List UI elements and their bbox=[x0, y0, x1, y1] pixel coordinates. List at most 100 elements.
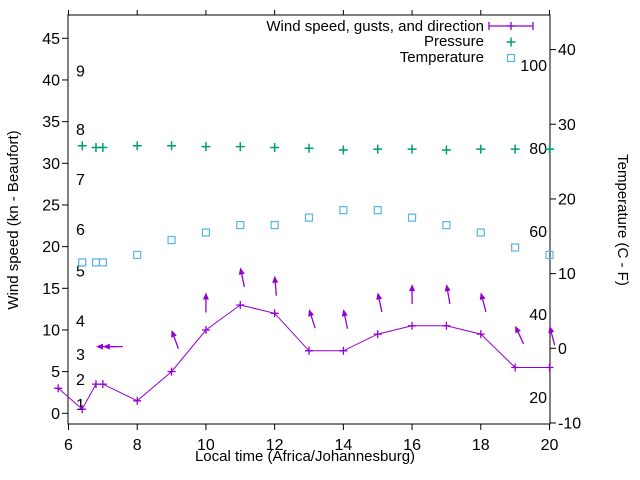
wind-point bbox=[91, 380, 100, 389]
x-tick-label: 20 bbox=[541, 437, 559, 454]
right-tick-label: 40 bbox=[558, 42, 576, 59]
gust-arrow-head bbox=[272, 275, 279, 284]
pressure-point bbox=[132, 141, 142, 151]
x-tick-label: 18 bbox=[472, 437, 490, 454]
right-tick-label: 0 bbox=[558, 341, 567, 358]
gust-arrow-head bbox=[515, 325, 521, 334]
fahrenheit-label: 80 bbox=[529, 141, 547, 158]
wind-point bbox=[201, 325, 210, 334]
beaufort-label: 7 bbox=[76, 172, 85, 189]
wind-point bbox=[511, 363, 520, 372]
fahrenheit-label: 60 bbox=[529, 224, 547, 241]
fahrenheit-label: 40 bbox=[529, 307, 547, 324]
wind-point bbox=[339, 346, 348, 355]
temperature-point bbox=[91, 258, 101, 267]
temperature-point bbox=[407, 213, 417, 222]
left-tick-label: 20 bbox=[42, 239, 60, 256]
gust-arrow-head bbox=[548, 325, 555, 334]
x-tick-label: 8 bbox=[133, 437, 142, 454]
temperature-point bbox=[270, 220, 279, 230]
left-tick-label: 5 bbox=[51, 364, 60, 381]
beaufort-label: 3 bbox=[76, 347, 85, 364]
temperature-point bbox=[78, 258, 87, 267]
gust-arrow-head bbox=[202, 292, 209, 300]
wind-speed-line bbox=[57, 304, 550, 410]
temperature-point bbox=[442, 220, 451, 230]
wind-point bbox=[442, 321, 451, 330]
left-tick-label: 45 bbox=[42, 31, 60, 48]
gust-arrow-head bbox=[102, 343, 110, 350]
pressure-point bbox=[167, 141, 177, 151]
legend-label-wind: Wind speed, gusts, and direction bbox=[266, 18, 484, 35]
left-axis-title: Wind speed (kn - Beaufort) bbox=[5, 130, 22, 309]
temperature-point bbox=[476, 228, 485, 237]
wind-point bbox=[476, 330, 485, 339]
wind-point bbox=[305, 346, 313, 355]
gust-arrow-head bbox=[238, 267, 245, 275]
temperature-point bbox=[133, 250, 142, 260]
x-axis-title: Local time (Africa/Johannesburg) bbox=[195, 448, 415, 465]
x-tick-label: 10 bbox=[197, 437, 215, 454]
legend-label-temperature: Temperature bbox=[400, 49, 484, 66]
pressure-point bbox=[98, 142, 108, 152]
wind-point bbox=[54, 384, 63, 393]
gust-arrow-head bbox=[171, 329, 177, 338]
right-axis-title: Temperature (C - F) bbox=[614, 154, 631, 286]
gust-arrow-head bbox=[409, 284, 416, 292]
temperature-point bbox=[339, 206, 348, 215]
gust-arrow-head bbox=[376, 292, 383, 300]
left-tick-label: 15 bbox=[42, 281, 60, 298]
temperature-point bbox=[545, 250, 554, 260]
wind-point bbox=[78, 405, 87, 414]
legend-sample-wind-marker bbox=[507, 22, 515, 30]
wind-point bbox=[545, 363, 554, 372]
legend-sample-temperature-marker bbox=[506, 53, 516, 63]
legend-sample-pressure-marker bbox=[506, 37, 516, 47]
legend-label-pressure: Pressure bbox=[424, 33, 484, 50]
left-tick-label: 10 bbox=[42, 322, 60, 339]
wind-point bbox=[236, 300, 245, 309]
beaufort-label: 2 bbox=[76, 372, 85, 389]
pressure-point bbox=[476, 144, 486, 154]
temperature-point bbox=[373, 206, 382, 215]
gust-arrow-head bbox=[95, 343, 103, 350]
x-tick-label: 16 bbox=[403, 437, 421, 454]
fahrenheit-label: 100 bbox=[520, 58, 547, 75]
gust-arrow-head bbox=[479, 292, 486, 301]
right-tick-label: 10 bbox=[558, 266, 576, 283]
pressure-point bbox=[510, 144, 520, 154]
x-tick-label: 6 bbox=[64, 437, 73, 454]
beaufort-label: 8 bbox=[76, 122, 85, 139]
x-tick-label: 12 bbox=[266, 437, 284, 454]
temperature-point bbox=[236, 220, 245, 230]
pressure-point bbox=[373, 144, 383, 154]
wind-point bbox=[408, 321, 417, 330]
beaufort-label: 6 bbox=[76, 222, 85, 239]
pressure-point bbox=[201, 142, 211, 152]
pressure-point bbox=[407, 144, 417, 154]
left-tick-label: 30 bbox=[42, 156, 60, 173]
temperature-point bbox=[511, 243, 520, 252]
temperature-point bbox=[304, 213, 314, 222]
wind-point bbox=[133, 396, 142, 405]
temperature-point bbox=[201, 228, 211, 237]
wind-point bbox=[167, 367, 176, 376]
gust-arrow-head bbox=[308, 309, 315, 317]
temperature-point bbox=[98, 258, 107, 267]
wind-point bbox=[270, 309, 279, 318]
gust-arrow-head bbox=[341, 309, 348, 317]
plot-border bbox=[67, 14, 551, 425]
pressure-point bbox=[338, 145, 348, 155]
temperature-point bbox=[167, 235, 176, 245]
pressure-point bbox=[545, 144, 554, 154]
beaufort-label: 5 bbox=[76, 264, 85, 281]
beaufort-label: 1 bbox=[76, 397, 85, 414]
right-tick-label: -10 bbox=[558, 415, 581, 432]
beaufort-label: 9 bbox=[76, 64, 85, 81]
left-tick-label: 0 bbox=[51, 406, 60, 423]
pressure-point bbox=[235, 142, 245, 152]
wind-point bbox=[98, 380, 107, 389]
left-tick-label: 35 bbox=[42, 114, 60, 131]
